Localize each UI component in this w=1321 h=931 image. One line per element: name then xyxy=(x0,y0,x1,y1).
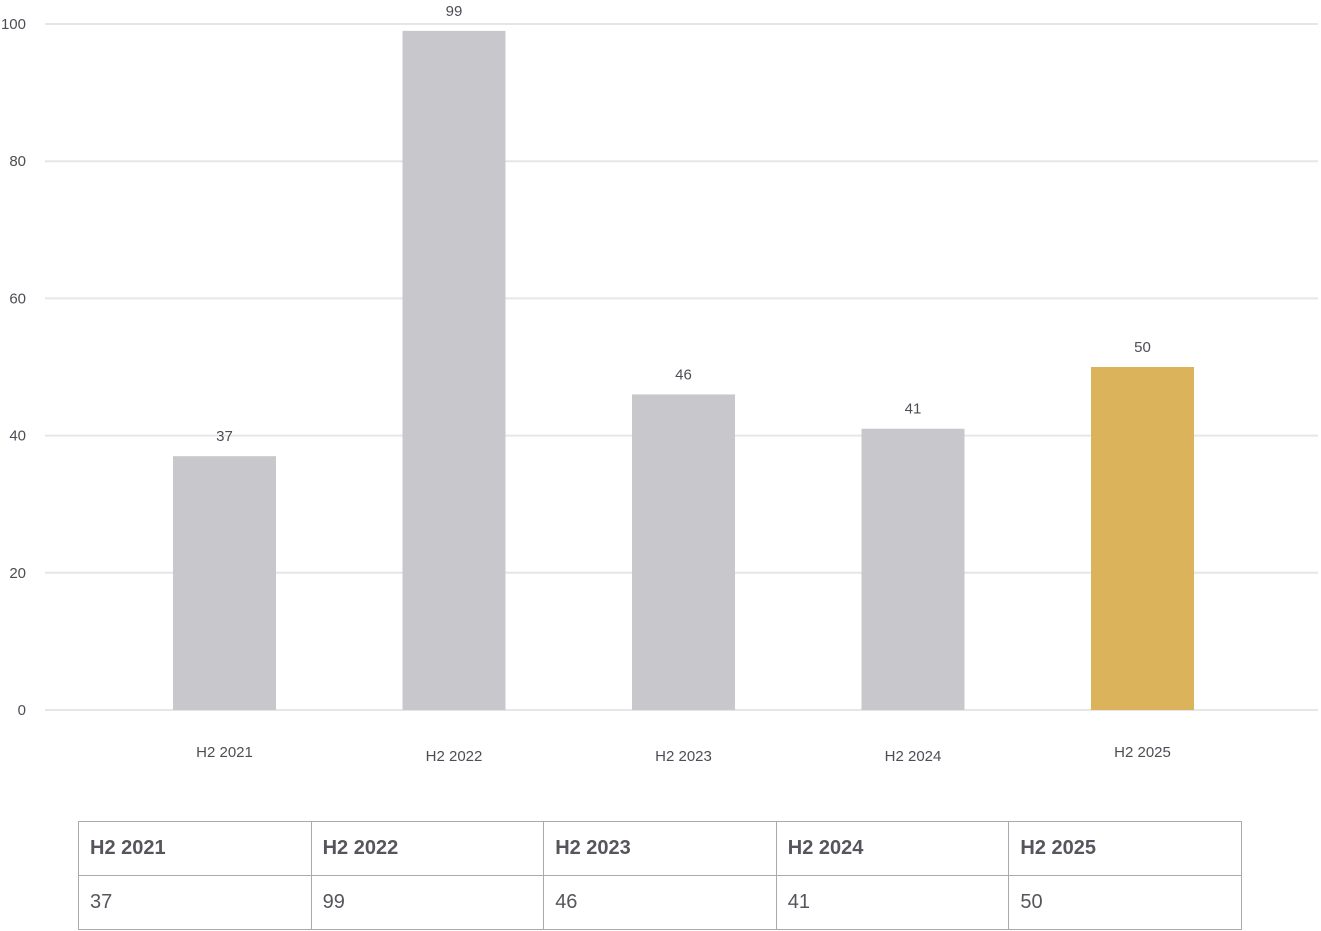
x-axis-category-labels: H2 2021 H2 2022 H2 2023 H2 2024 H2 2025 xyxy=(196,744,1171,765)
table-header-cell: H2 2025 xyxy=(1008,821,1242,876)
bar xyxy=(402,30,506,711)
y-tick-label: 40 xyxy=(9,428,26,445)
bars xyxy=(173,30,1194,711)
y-axis-tick-labels: 0 20 40 60 80 100 xyxy=(1,16,26,719)
bar xyxy=(1091,367,1194,710)
table-header-row: H2 2021 H2 2022 H2 2023 H2 2024 H2 2025 xyxy=(78,821,1242,876)
table-cell: 41 xyxy=(775,875,1010,930)
table-row: 37 99 46 41 50 xyxy=(78,875,1242,930)
data-label: 50 xyxy=(1134,339,1151,356)
table-header-cell: H2 2022 xyxy=(310,821,545,876)
data-table: H2 2021 H2 2022 H2 2023 H2 2024 H2 2025 … xyxy=(78,821,1242,930)
y-tick-label: 80 xyxy=(9,153,26,170)
data-label: 46 xyxy=(675,366,692,383)
data-label: 99 xyxy=(446,3,463,20)
x-tick-label: H2 2022 xyxy=(426,748,483,765)
table-cell: 46 xyxy=(543,875,777,930)
x-tick-label: H2 2021 xyxy=(196,744,253,761)
y-tick-label: 100 xyxy=(1,16,26,33)
bar xyxy=(173,456,276,710)
table-header-cell: H2 2024 xyxy=(775,821,1010,876)
table-cell: 37 xyxy=(78,875,312,930)
bar xyxy=(632,394,735,710)
table-header-cell: H2 2023 xyxy=(543,821,777,876)
bar xyxy=(861,428,965,710)
table-header-cell: H2 2021 xyxy=(78,821,312,876)
x-tick-label: H2 2023 xyxy=(655,748,712,765)
y-tick-label: 60 xyxy=(9,290,26,307)
bar-value-labels: 37 99 46 41 50 xyxy=(216,3,1151,445)
y-tick-label: 0 xyxy=(18,702,26,719)
x-tick-label: H2 2025 xyxy=(1114,744,1171,761)
x-tick-label: H2 2024 xyxy=(885,748,942,765)
data-label: 37 xyxy=(216,428,233,445)
table-cell: 99 xyxy=(310,875,545,930)
table-cell: 50 xyxy=(1008,875,1242,930)
data-label: 41 xyxy=(905,401,922,418)
y-tick-label: 20 xyxy=(9,565,26,582)
